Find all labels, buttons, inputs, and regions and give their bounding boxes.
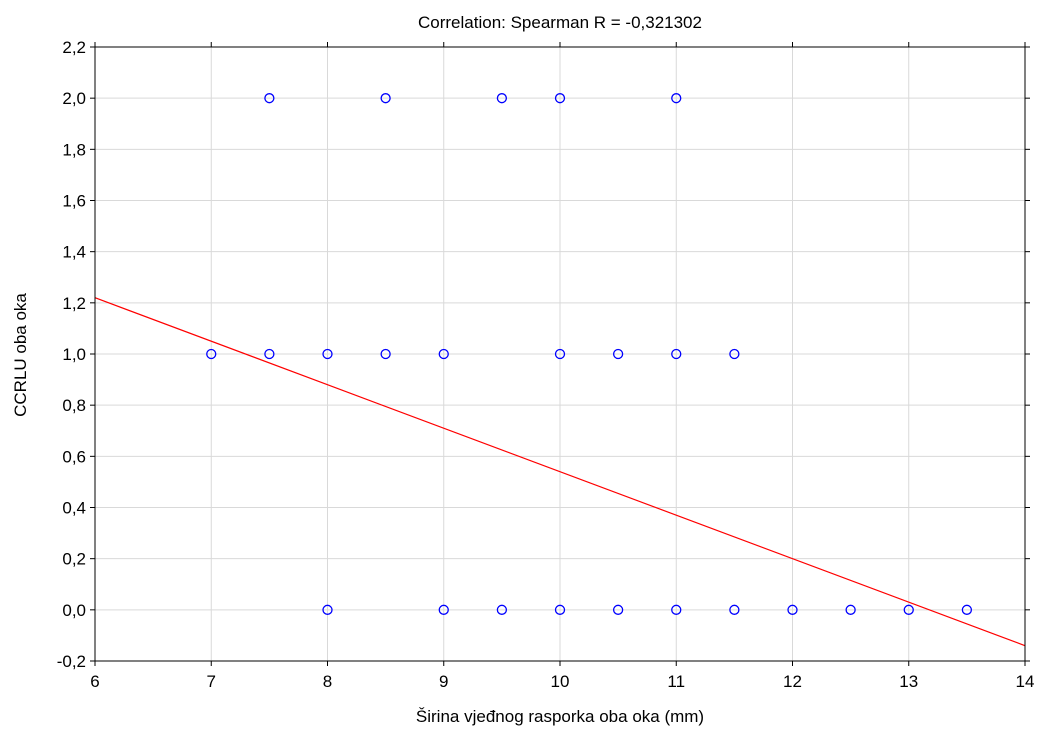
x-tick-label: 12 [783,672,802,691]
x-tick-label: 13 [899,672,918,691]
data-point [438,604,449,615]
y-tick-label: -0,2 [57,652,86,671]
data-point [380,348,391,360]
data-point [671,604,682,615]
x-tick-label: 10 [551,672,570,691]
ticks: 6 7 8 9 10 11 12 13 14 -0,2 0,0 0,2 0,4 0,6 0,8 1,0 1,2 1… [57,38,1035,691]
data-point [496,604,508,615]
y-tick-label: 0,2 [62,550,86,569]
grid [95,47,1025,661]
y-tick-label: 1,6 [62,192,86,211]
y-tick-label: 0,8 [62,396,86,415]
data-point [554,604,566,615]
data-point [322,348,333,360]
y-tick-label: 1,2 [62,294,86,313]
data-point [729,604,740,615]
x-tick-label: 7 [207,672,216,691]
chart-title: Correlation: Spearman R = -0,321302 [418,13,702,32]
y-tick-label: 0,0 [62,601,86,620]
data-point [554,93,566,104]
data-point [612,348,624,360]
x-tick-label: 14 [1016,672,1035,691]
regression-line-layer [94,297,1026,647]
data-point [496,93,508,104]
data-point [438,348,449,360]
y-tick-label: 1,4 [62,243,86,262]
data-point [787,604,798,615]
points-layer [206,93,973,615]
y-tick-label: 0,6 [62,447,86,466]
x-tick-label: 8 [323,672,332,691]
y-tick-label: 2,2 [62,38,86,57]
data-point [322,604,333,615]
data-point [903,604,914,615]
x-axis-title: Širina vjeđnog rasporka oba oka (mm) [416,707,704,726]
data-point [671,348,682,360]
data-point [554,348,566,360]
y-tick-label: 2,0 [62,89,86,108]
x-tick-label: 9 [439,672,448,691]
data-point [264,348,275,360]
data-point [845,604,856,615]
y-tick-label: 1,8 [62,140,86,159]
data-point [671,93,682,104]
data-point [206,348,217,360]
data-point [729,348,740,360]
x-tick-label: 11 [667,672,685,691]
data-point [612,604,624,615]
data-point [380,93,391,104]
y-tick-label: 0,4 [62,499,86,518]
y-tick-label: 1,0 [62,345,86,364]
regression-line [94,297,1026,647]
data-point [961,604,973,615]
y-axis-title: CCRLU oba oka [11,293,30,417]
x-tick-label: 6 [90,672,99,691]
data-point [264,93,275,104]
